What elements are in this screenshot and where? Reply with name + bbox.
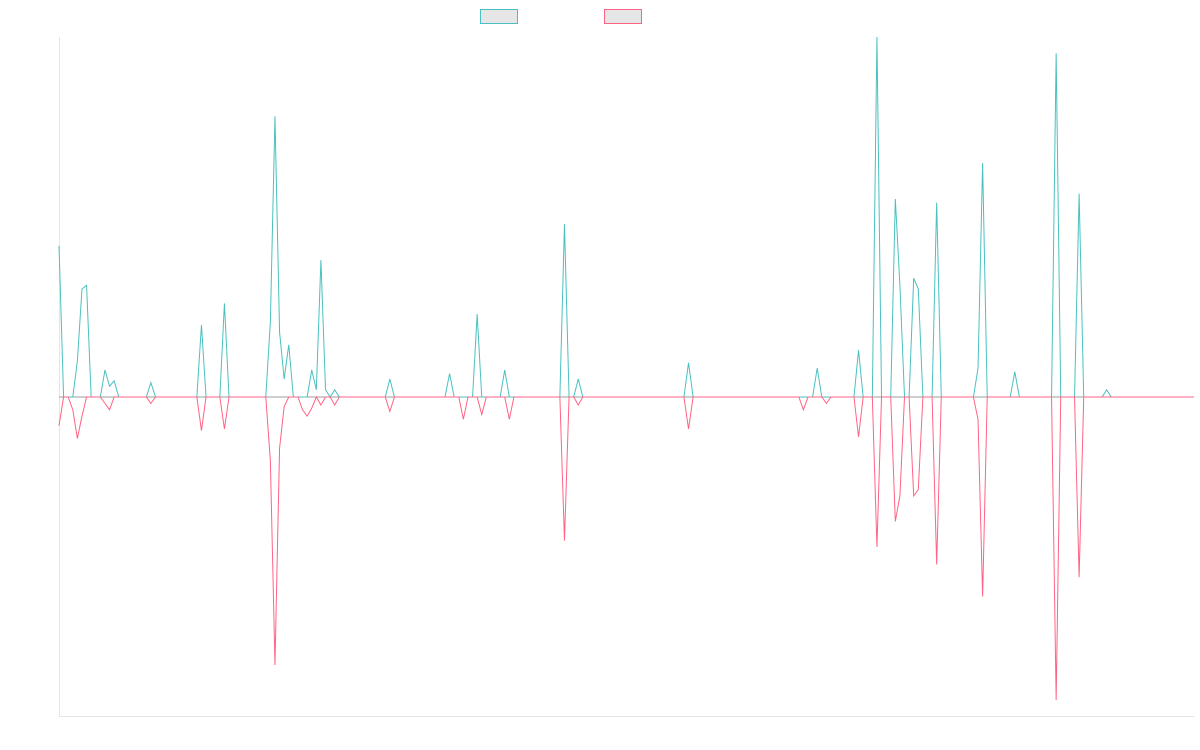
data-point-series-2-27[interactable] xyxy=(802,409,804,411)
data-point-series-2-3[interactable] xyxy=(76,437,78,439)
data-point-series-1-22[interactable] xyxy=(389,378,391,380)
data-point-series-1-25[interactable] xyxy=(504,369,506,371)
legend-item-series-1[interactable] xyxy=(480,9,524,24)
data-point-series-2-23[interactable] xyxy=(508,418,510,420)
data-point-series-2-13[interactable] xyxy=(278,447,280,449)
data-point-series-2-19[interactable] xyxy=(334,404,336,406)
data-point-series-2-32[interactable] xyxy=(899,495,901,497)
data-point-series-1-34[interactable] xyxy=(913,277,915,279)
data-point-series-2-26[interactable] xyxy=(687,428,689,430)
data-point-series-2-17[interactable] xyxy=(311,407,313,409)
data-point-series-2-39[interactable] xyxy=(1078,576,1080,578)
data-point-series-1-41[interactable] xyxy=(1078,192,1080,194)
data-point-series-1-28[interactable] xyxy=(687,362,689,364)
data-point-series-1-21[interactable] xyxy=(334,389,336,391)
data-point-series-2-22[interactable] xyxy=(481,413,483,415)
data-point-series-2-14[interactable] xyxy=(283,405,285,407)
data-point-series-2-37[interactable] xyxy=(981,595,983,597)
data-point-series-2-31[interactable] xyxy=(894,520,896,522)
data-point-series-1-40[interactable] xyxy=(1055,52,1057,54)
data-point-series-2-20[interactable] xyxy=(389,410,391,412)
data-point-series-2-38[interactable] xyxy=(1055,699,1057,701)
data-point-series-2-24[interactable] xyxy=(563,539,565,541)
data-point-series-1-15[interactable] xyxy=(283,378,285,380)
data-point-series-2-2[interactable] xyxy=(72,409,74,411)
data-point-series-1-7[interactable] xyxy=(108,385,110,387)
data-point-series-1-32[interactable] xyxy=(894,198,896,200)
data-point-series-1-18[interactable] xyxy=(315,389,317,391)
data-point-series-2-5[interactable] xyxy=(90,396,92,398)
data-point-series-2-4[interactable] xyxy=(81,415,83,417)
data-point-series-1-33[interactable] xyxy=(899,284,901,286)
data-point-series-1-30[interactable] xyxy=(857,349,859,351)
data-point-series-2-8[interactable] xyxy=(150,402,152,404)
data-point-series-2-28[interactable] xyxy=(825,402,827,404)
series-line-2[interactable] xyxy=(58,395,1194,701)
data-point-series-1-36[interactable] xyxy=(935,201,937,203)
data-point-series-1-4[interactable] xyxy=(85,284,87,286)
series-line-1[interactable] xyxy=(58,36,1194,398)
data-point-series-2-25[interactable] xyxy=(577,404,579,406)
data-point-series-2-36[interactable] xyxy=(977,418,979,420)
data-point-series-2-33[interactable] xyxy=(913,495,915,497)
data-point-series-1-13[interactable] xyxy=(274,115,276,117)
data-point-series-1-26[interactable] xyxy=(563,223,565,225)
legend-item-series-2[interactable] xyxy=(604,9,648,24)
data-point-series-1-17[interactable] xyxy=(311,369,313,371)
data-point-series-2-9[interactable] xyxy=(200,429,202,431)
data-point-series-1-16[interactable] xyxy=(288,344,290,346)
data-point-series-2-29[interactable] xyxy=(857,436,859,438)
data-point-series-1-31[interactable] xyxy=(876,36,878,38)
data-point-series-2-34[interactable] xyxy=(917,488,919,490)
data-point-series-1-24[interactable] xyxy=(476,313,478,315)
data-point-series-1-23[interactable] xyxy=(448,372,450,374)
data-point-series-1-0[interactable] xyxy=(58,245,60,247)
data-point-series-1-11[interactable] xyxy=(223,302,225,304)
data-point-series-2-1[interactable] xyxy=(62,396,64,398)
data-point-series-1-35[interactable] xyxy=(917,288,919,290)
legend xyxy=(0,9,1200,27)
data-point-series-1-20[interactable] xyxy=(324,389,326,391)
data-point-series-2-7[interactable] xyxy=(108,409,110,411)
data-point-series-2-6[interactable] xyxy=(104,402,106,404)
legend-swatch-series-1 xyxy=(480,9,518,24)
data-point-series-2-0[interactable] xyxy=(58,425,60,427)
data-point-series-1-9[interactable] xyxy=(150,381,152,383)
data-point-series-1-10[interactable] xyxy=(200,324,202,326)
data-point-series-2-18[interactable] xyxy=(320,404,322,406)
data-point-series-2-10[interactable] xyxy=(223,428,225,430)
data-point-series-2-21[interactable] xyxy=(462,418,464,420)
data-point-series-1-2[interactable] xyxy=(76,360,78,362)
data-point-series-2-11[interactable] xyxy=(269,460,271,462)
data-point-series-1-29[interactable] xyxy=(816,367,818,369)
data-point-series-1-37[interactable] xyxy=(977,367,979,369)
data-point-series-2-15[interactable] xyxy=(301,409,303,411)
data-point-series-1-42[interactable] xyxy=(1105,389,1107,391)
data-point-series-1-3[interactable] xyxy=(81,288,83,290)
data-point-series-1-27[interactable] xyxy=(577,378,579,380)
data-point-series-1-8[interactable] xyxy=(113,380,115,382)
data-point-series-1-39[interactable] xyxy=(1014,371,1016,373)
data-point-series-2-16[interactable] xyxy=(306,415,308,417)
data-point-series-2-35[interactable] xyxy=(935,563,937,565)
data-point-series-1-19[interactable] xyxy=(320,259,322,261)
data-point-series-1-6[interactable] xyxy=(104,369,106,371)
data-point-series-1-14[interactable] xyxy=(278,331,280,333)
data-point-series-2-12[interactable] xyxy=(274,664,276,666)
data-point-series-1-12[interactable] xyxy=(269,320,271,322)
legend-swatch-series-2 xyxy=(604,9,642,24)
series-layer xyxy=(58,36,1194,701)
data-point-series-2-30[interactable] xyxy=(876,546,878,548)
data-point-series-1-38[interactable] xyxy=(981,162,983,164)
